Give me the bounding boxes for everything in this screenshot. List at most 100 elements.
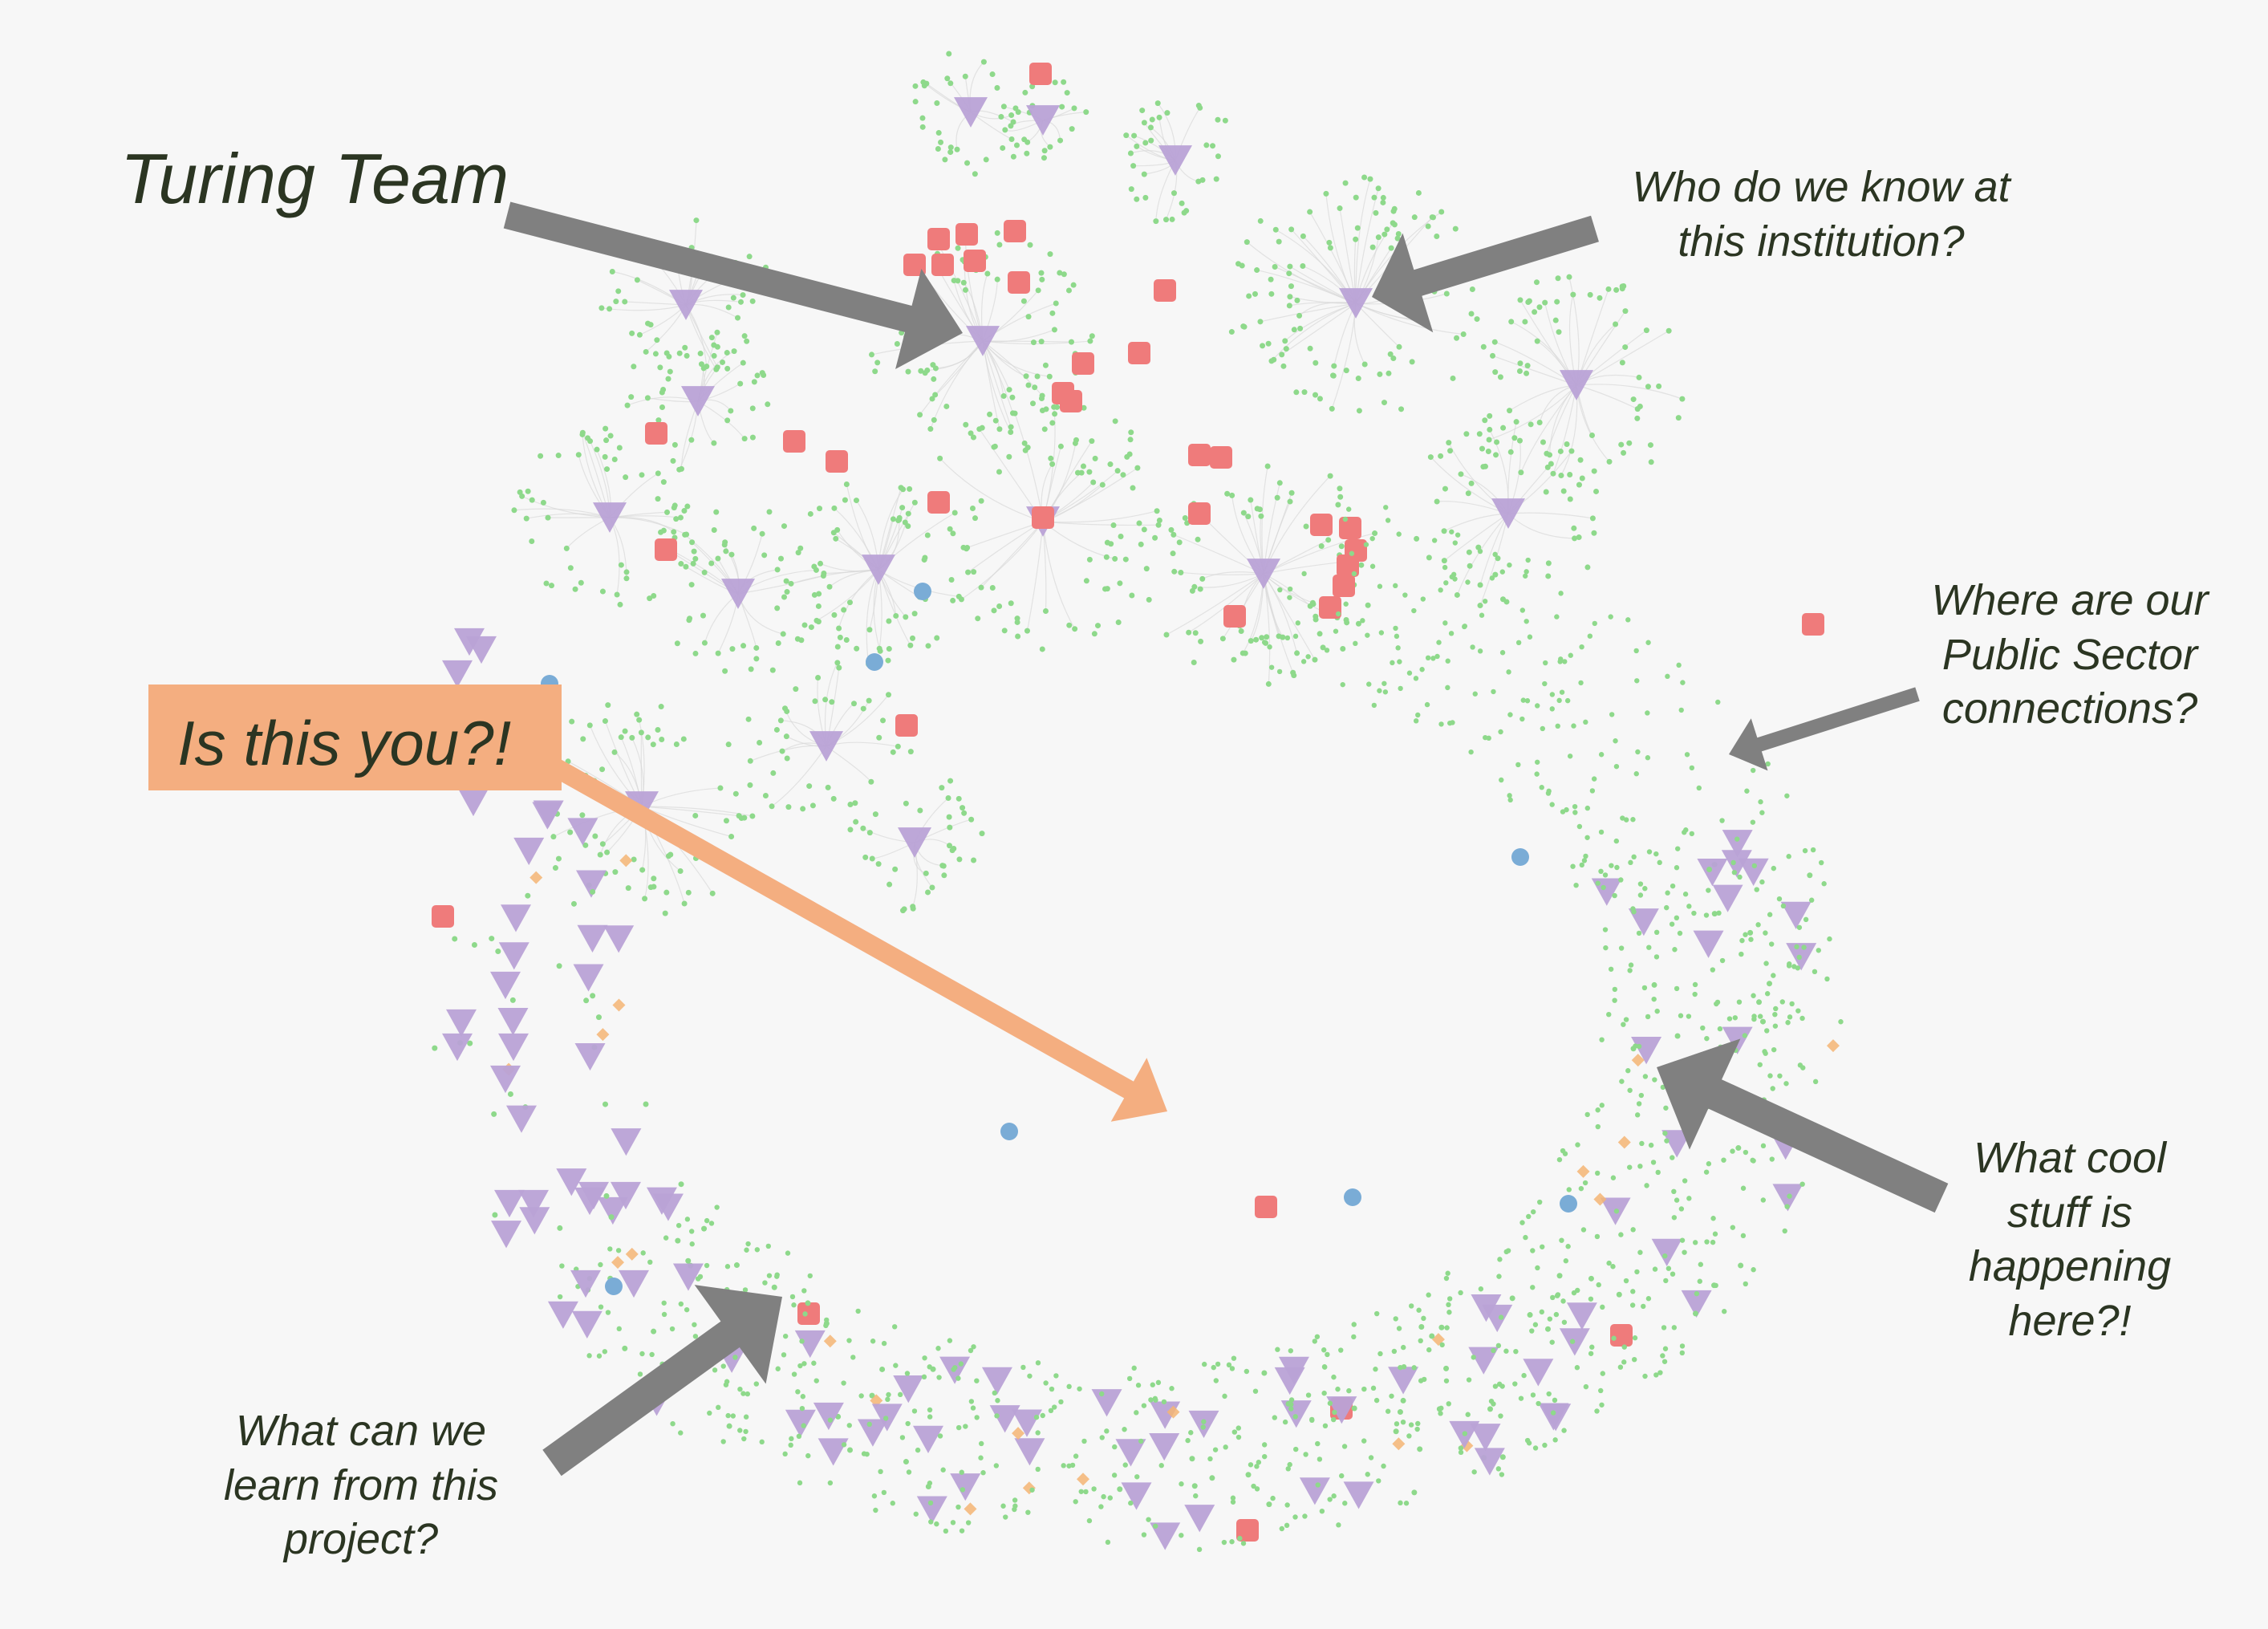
person-node: [1158, 1463, 1164, 1469]
project-node: [442, 660, 473, 689]
person-node: [1495, 1466, 1502, 1472]
person-node: [603, 437, 610, 444]
person-node: [866, 1421, 872, 1428]
person-node: [1358, 562, 1365, 568]
person-node: [963, 421, 969, 428]
person-node: [1312, 656, 1318, 663]
person-node: [724, 350, 730, 356]
person-node: [1549, 1339, 1555, 1345]
person-node: [1783, 1081, 1789, 1087]
person-node: [1547, 452, 1553, 458]
person-node: [594, 446, 600, 453]
person-node: [711, 440, 717, 446]
person-node: [1072, 440, 1078, 446]
person-node: [1627, 1164, 1633, 1170]
person-node: [684, 352, 690, 359]
person-node: [1381, 231, 1388, 238]
person-node: [1495, 1343, 1502, 1349]
person-node: [766, 1273, 773, 1278]
person-node: [1390, 220, 1396, 226]
person-node: [1697, 1278, 1702, 1284]
person-node: [1588, 1351, 1594, 1356]
person-node: [1491, 1401, 1496, 1407]
person-node: [1391, 1348, 1398, 1355]
person-node: [723, 1382, 729, 1387]
person-node: [1616, 1291, 1622, 1298]
person-node: [791, 1302, 797, 1308]
person-node: [1682, 892, 1689, 897]
person-node: [815, 603, 822, 609]
person-node: [1343, 601, 1349, 607]
person-node: [927, 426, 934, 433]
person-node: [1130, 163, 1137, 169]
person-node: [575, 452, 582, 458]
person-node: [731, 348, 737, 355]
person-node: [616, 445, 623, 451]
team-node: [1128, 342, 1150, 364]
person-node: [1443, 580, 1449, 586]
person-node: [1578, 1185, 1584, 1192]
person-node: [1721, 1157, 1726, 1163]
person-node: [639, 472, 645, 478]
person-node: [1549, 692, 1556, 697]
person-node: [1602, 927, 1609, 932]
graph-edge: [1261, 465, 1268, 575]
person-node: [781, 1352, 787, 1358]
person-node: [749, 298, 756, 304]
person-node: [1576, 481, 1582, 488]
person-node: [622, 299, 628, 305]
graph-edge: [1355, 303, 1400, 347]
person-node: [1710, 1216, 1716, 1221]
person-node: [607, 433, 614, 439]
person-node: [1394, 633, 1400, 640]
person-node: [994, 1413, 1000, 1419]
person-node: [1335, 1386, 1341, 1392]
person-node: [757, 740, 763, 746]
person-node: [611, 749, 618, 755]
person-node: [1265, 340, 1272, 347]
team-node: [645, 422, 667, 445]
project-node: [505, 1105, 537, 1133]
person-node: [1838, 1019, 1844, 1025]
person-node: [604, 849, 611, 855]
person-node: [1047, 251, 1053, 258]
person-node: [1569, 1339, 1576, 1344]
person-node: [1297, 325, 1304, 331]
person-node: [994, 276, 1000, 282]
person-node: [737, 380, 744, 387]
person-node: [1573, 882, 1579, 888]
person-node: [550, 834, 557, 840]
person-node: [878, 1469, 883, 1475]
person-node: [1409, 359, 1415, 365]
person-node: [978, 1455, 984, 1460]
person-node: [1287, 586, 1293, 592]
person-node: [1630, 1289, 1636, 1294]
person-node: [1550, 470, 1556, 477]
person-node: [647, 1259, 653, 1265]
project-node: [1026, 105, 1060, 136]
person-node: [1355, 376, 1361, 382]
person-node: [1827, 936, 1832, 942]
person-node: [1621, 1344, 1627, 1350]
person-node: [1732, 1015, 1739, 1021]
graph-edge: [1456, 513, 1509, 595]
person-node: [1535, 1265, 1540, 1271]
person-node: [1760, 1143, 1767, 1149]
person-node: [711, 342, 717, 348]
person-node: [1209, 1475, 1215, 1481]
person-node: [918, 368, 924, 374]
person-node: [1623, 1278, 1629, 1284]
person-node: [1771, 865, 1777, 871]
person-node: [1329, 405, 1335, 412]
person-node: [917, 807, 923, 814]
person-node: [1351, 571, 1357, 577]
person-node: [1462, 624, 1467, 630]
person-node: [1559, 1237, 1564, 1243]
person-node: [1619, 360, 1625, 366]
person-node: [1152, 1395, 1158, 1402]
person-node: [1505, 1248, 1511, 1253]
person-node: [968, 1399, 975, 1404]
person-node: [1487, 1406, 1493, 1412]
person-node: [685, 1257, 692, 1264]
person-node: [1612, 986, 1618, 993]
